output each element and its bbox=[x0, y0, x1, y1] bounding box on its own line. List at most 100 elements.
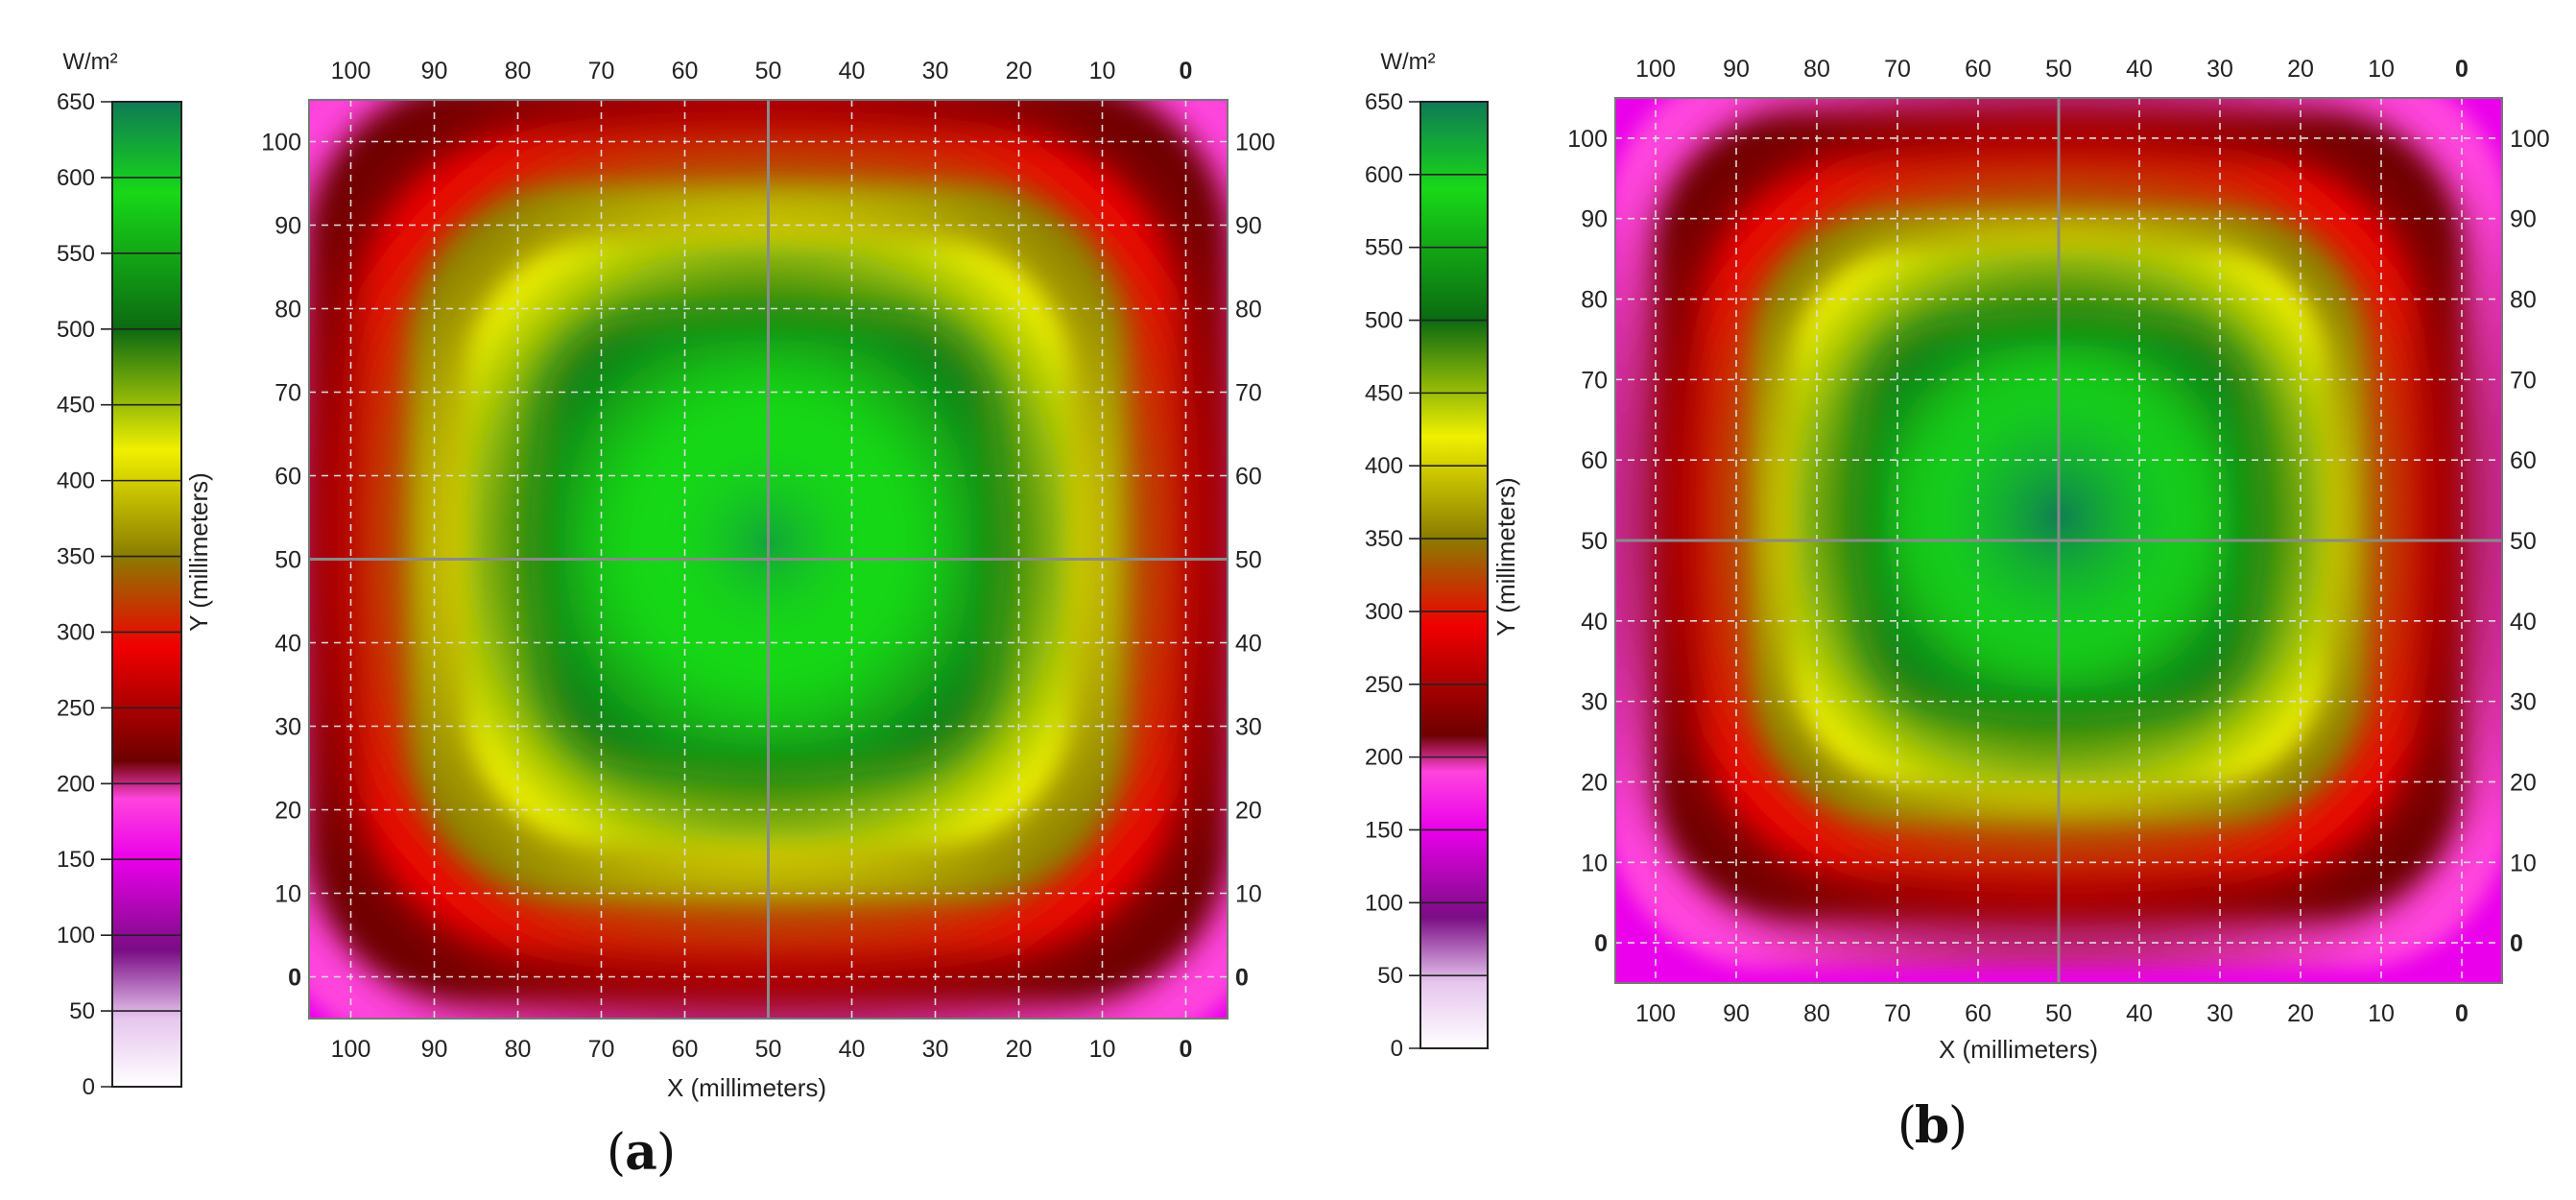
x-tick-label-top: 60 bbox=[672, 58, 699, 84]
colorbar-tick-label: 100 bbox=[57, 923, 95, 948]
heatmap-b-grid bbox=[1614, 97, 2503, 984]
colorbar-tick-label: 150 bbox=[1365, 817, 1403, 843]
x-tick-label-top: 20 bbox=[1006, 58, 1033, 84]
x-tick-label-bottom: 0 bbox=[1180, 1036, 1193, 1063]
y-tick-label-right: 50 bbox=[2510, 528, 2537, 555]
x-tick-label-top: 100 bbox=[1635, 56, 1676, 83]
heatmap-b-y-ticks-right: 0 10 20 30 40 50 60 70 80 90 100 bbox=[2510, 126, 2550, 957]
colorbar-tick-label: 550 bbox=[1365, 235, 1403, 261]
y-tick-label-right: 0 bbox=[1235, 965, 1249, 992]
y-tick-label-left: 20 bbox=[1581, 769, 1608, 796]
colorbar-tick-label: 300 bbox=[57, 619, 95, 645]
heatmap-b-x-ticks-top: 100 90 80 70 60 50 40 30 20 10 0 bbox=[1635, 56, 2469, 83]
colorbar-tick-label: 650 bbox=[1365, 89, 1403, 115]
x-tick-label-top: 0 bbox=[1180, 58, 1193, 84]
colorbar-a: W/m² 0 50 100 150 200 250 300 350 400 450 500 550 60… bbox=[57, 49, 182, 1100]
colorbar-tick-label: 250 bbox=[57, 695, 95, 721]
x-tick-label-top: 50 bbox=[755, 58, 782, 84]
colorbar-tick-label: 150 bbox=[57, 847, 95, 873]
y-tick-label-left: 40 bbox=[1581, 609, 1608, 636]
x-tick-label-bottom: 100 bbox=[1635, 1000, 1676, 1027]
y-tick-label-right: 80 bbox=[1235, 297, 1262, 324]
y-tick-label-right: 20 bbox=[2510, 769, 2537, 796]
y-tick-label-left: 0 bbox=[288, 965, 301, 992]
x-tick-label-bottom: 80 bbox=[505, 1036, 532, 1063]
colorbar-tick-label: 400 bbox=[1365, 453, 1403, 479]
x-tick-label-bottom: 0 bbox=[2455, 1000, 2469, 1027]
colorbar-a-unit: W/m² bbox=[62, 49, 117, 75]
colorbar-tick-label: 0 bbox=[1391, 1036, 1403, 1062]
y-tick-label-left: 50 bbox=[1581, 528, 1608, 555]
x-tick-label-bottom: 70 bbox=[588, 1036, 615, 1063]
x-tick-label-top: 10 bbox=[1089, 58, 1116, 84]
y-tick-label-right: 70 bbox=[2510, 367, 2537, 394]
y-tick-label-right: 100 bbox=[2510, 126, 2550, 153]
heatmap-panel-a: 100 90 80 70 60 50 40 30 20 10 0 100 90 80 70 60 50 40 30… bbox=[184, 58, 1276, 1182]
y-tick-label-right: 80 bbox=[2510, 287, 2537, 314]
colorbar-tick-label: 400 bbox=[57, 468, 95, 494]
y-tick-label-left: 0 bbox=[1594, 930, 1608, 957]
x-tick-label-top: 90 bbox=[1723, 56, 1750, 83]
colorbar-tick-label: 50 bbox=[1377, 963, 1403, 989]
x-tick-label-top: 40 bbox=[839, 58, 866, 84]
colorbar-tick-label: 300 bbox=[1365, 599, 1403, 625]
x-tick-label-top: 60 bbox=[1965, 56, 1992, 83]
x-tick-label-top: 90 bbox=[421, 58, 448, 84]
x-tick-label-top: 30 bbox=[922, 58, 949, 84]
y-tick-label-left: 30 bbox=[1581, 689, 1608, 716]
x-tick-label-bottom: 100 bbox=[331, 1036, 371, 1063]
x-tick-label-bottom: 60 bbox=[1965, 1000, 1992, 1027]
heatmap-a-xlabel: X (millimeters) bbox=[667, 1073, 826, 1102]
x-tick-label-top: 20 bbox=[2287, 56, 2314, 83]
colorbar-tick-label: 100 bbox=[1365, 890, 1403, 916]
x-tick-label-top: 30 bbox=[2206, 56, 2233, 83]
y-tick-label-left: 10 bbox=[274, 881, 301, 908]
x-tick-label-bottom: 70 bbox=[1884, 1000, 1911, 1027]
colorbar-tick-label: 550 bbox=[57, 241, 95, 267]
x-tick-label-top: 80 bbox=[1803, 56, 1830, 83]
x-tick-label-top: 40 bbox=[2126, 56, 2153, 83]
panel-label-b-close: ) bbox=[1948, 1097, 1968, 1155]
colorbar-a-bar bbox=[111, 101, 182, 1088]
heatmap-a-x-ticks-bottom: 100 90 80 70 60 50 40 30 20 10 0 bbox=[331, 1036, 1193, 1063]
y-tick-label-right: 90 bbox=[2510, 206, 2537, 233]
colorbar-b-unit: W/m² bbox=[1380, 49, 1435, 75]
x-tick-label-bottom: 20 bbox=[1006, 1036, 1033, 1063]
colorbar-tick-label: 250 bbox=[1365, 672, 1403, 698]
heatmap-frame bbox=[308, 99, 1228, 1020]
colorbar-b-bar bbox=[1419, 101, 1489, 1049]
x-tick-label-bottom: 10 bbox=[2368, 1000, 2395, 1027]
x-tick-label-bottom: 10 bbox=[1089, 1036, 1116, 1063]
colorbar-tick-label: 200 bbox=[57, 771, 95, 797]
x-tick-label-bottom: 20 bbox=[2287, 1000, 2314, 1027]
heatmap-a-ylabel: Y (millimeters) bbox=[184, 472, 213, 632]
x-tick-label-bottom: 40 bbox=[839, 1036, 866, 1063]
y-tick-label-left: 100 bbox=[1567, 126, 1608, 153]
y-tick-label-right: 100 bbox=[1235, 130, 1276, 156]
x-tick-label-bottom: 50 bbox=[2045, 1000, 2072, 1027]
y-tick-label-left: 20 bbox=[274, 798, 301, 825]
heatmap-b-xlabel: X (millimeters) bbox=[1939, 1035, 2098, 1064]
colorbar-b-ticks: 0 50 100 150 200 250 300 350 400 450 500 550 600 650 bbox=[1365, 89, 1488, 1062]
x-tick-label-bottom: 60 bbox=[672, 1036, 699, 1063]
x-tick-label-top: 70 bbox=[1884, 56, 1911, 83]
heatmap-a-y-ticks-left: 0 10 20 30 40 50 60 70 80 90 100 bbox=[261, 130, 301, 992]
y-tick-label-left: 10 bbox=[1581, 850, 1608, 876]
x-tick-label-bottom: 30 bbox=[922, 1036, 949, 1063]
panel-label-a: a bbox=[625, 1123, 657, 1182]
x-tick-label-top: 100 bbox=[331, 58, 371, 84]
x-tick-label-bottom: 30 bbox=[2206, 1000, 2233, 1027]
heatmap-frame bbox=[1614, 97, 2503, 984]
y-tick-label-right: 40 bbox=[1235, 631, 1262, 658]
y-tick-label-right: 70 bbox=[1235, 380, 1262, 407]
colorbar-a-ticks: 0 50 100 150 200 250 300 350 400 450 500 550 600 650 bbox=[57, 89, 181, 1100]
y-tick-label-right: 0 bbox=[2510, 930, 2523, 957]
heatmap-panel-b: 100 90 80 70 60 50 40 30 20 10 0 100 90 80 70 60 50 40 30… bbox=[1491, 56, 2550, 1155]
panel-label-a-open: ( bbox=[607, 1124, 626, 1182]
panel-label-b-open: ( bbox=[1897, 1097, 1917, 1155]
colorbar-tick-label: 450 bbox=[57, 393, 95, 419]
colorbar-tick-label: 600 bbox=[1365, 162, 1403, 188]
colorbar-tick-label: 200 bbox=[1365, 745, 1403, 771]
y-tick-label-left: 100 bbox=[261, 130, 301, 156]
